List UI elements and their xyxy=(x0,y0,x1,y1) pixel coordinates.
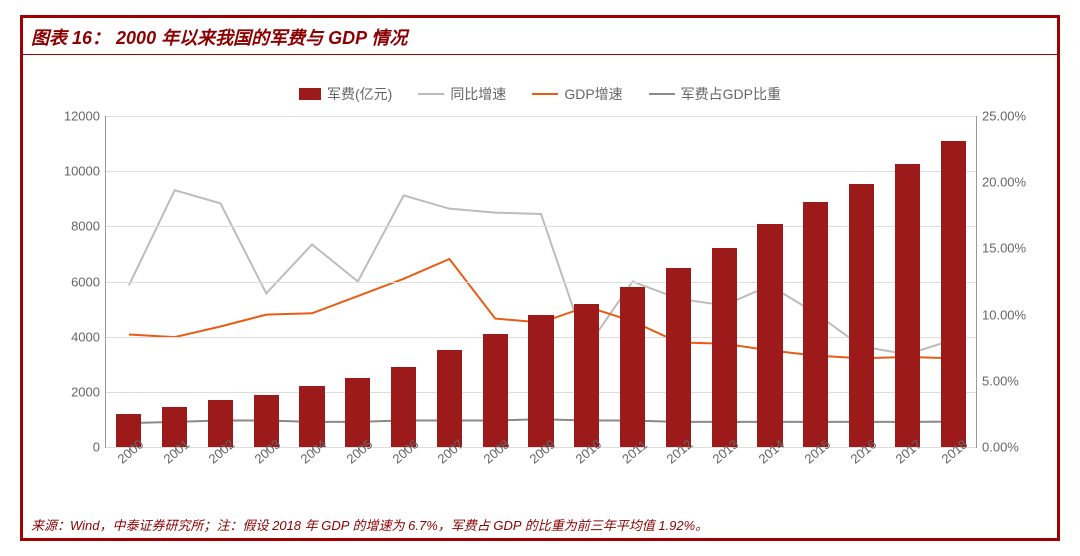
y-axis-left-label: 10000 xyxy=(64,164,100,179)
bar xyxy=(941,141,966,447)
bar xyxy=(620,287,645,447)
y-axis-right-label: 25.00% xyxy=(982,109,1026,124)
y-axis-left-label: 4000 xyxy=(71,329,100,344)
legend-item-line-growth: 同比增速 xyxy=(418,84,506,104)
y-axis-right-label: 10.00% xyxy=(982,307,1026,322)
bar xyxy=(483,334,508,447)
bar xyxy=(849,184,874,447)
y-axis-right-label: 0.00% xyxy=(982,440,1019,455)
legend-swatch-line xyxy=(418,93,444,95)
legend-swatch-line xyxy=(649,93,675,95)
bar xyxy=(574,304,599,447)
legend-swatch-line xyxy=(532,93,558,95)
gridline xyxy=(106,171,976,172)
y-axis-left-label: 6000 xyxy=(71,274,100,289)
bar xyxy=(528,315,553,447)
chart-source-note: 来源：Wind，中泰证券研究所；注：假设 2018 年 GDP 的增速为 6.7… xyxy=(31,515,1049,534)
bar xyxy=(757,224,782,447)
bar xyxy=(712,248,737,447)
bar xyxy=(895,164,920,447)
legend-label: 军费(亿元) xyxy=(327,84,392,104)
gridline xyxy=(106,282,976,283)
y-axis-left-label: 2000 xyxy=(71,384,100,399)
legend: 军费(亿元) 同比增速 GDP增速 军费占GDP比重 xyxy=(43,78,1037,108)
legend-item-line-ratio: 军费占GDP比重 xyxy=(649,84,781,104)
bar xyxy=(391,367,416,447)
chart-title-prefix: 图表 16： xyxy=(31,24,110,50)
legend-item-bars: 军费(亿元) xyxy=(299,84,392,104)
plot-area: 0200040006000800010000120000.00%5.00%10.… xyxy=(105,116,977,448)
chart-area: 军费(亿元) 同比增速 GDP增速 军费占GDP比重 0200040006000… xyxy=(43,78,1037,500)
chart-title: 2000 年以来我国的军费与 GDP 情况 xyxy=(116,24,407,50)
bar xyxy=(666,268,691,447)
legend-label: 军费占GDP比重 xyxy=(681,84,781,104)
gridline xyxy=(106,116,976,117)
gridline xyxy=(106,226,976,227)
legend-swatch-bar xyxy=(299,88,321,100)
legend-label: 同比增速 xyxy=(450,84,506,104)
y-axis-right-label: 5.00% xyxy=(982,373,1019,388)
bar xyxy=(803,202,828,447)
legend-label: GDP增速 xyxy=(564,84,622,104)
y-axis-left-label: 8000 xyxy=(71,219,100,234)
y-axis-right-label: 15.00% xyxy=(982,241,1026,256)
y-axis-left-label: 0 xyxy=(93,440,100,455)
chart-title-row: 图表 16： 2000 年以来我国的军费与 GDP 情况 xyxy=(23,18,1057,55)
y-axis-right-label: 20.00% xyxy=(982,175,1026,190)
legend-item-line-gdp: GDP增速 xyxy=(532,84,622,104)
y-axis-left-label: 12000 xyxy=(64,109,100,124)
chart-frame: 图表 16： 2000 年以来我国的军费与 GDP 情况 军费(亿元) 同比增速… xyxy=(20,15,1060,541)
bar xyxy=(437,350,462,447)
